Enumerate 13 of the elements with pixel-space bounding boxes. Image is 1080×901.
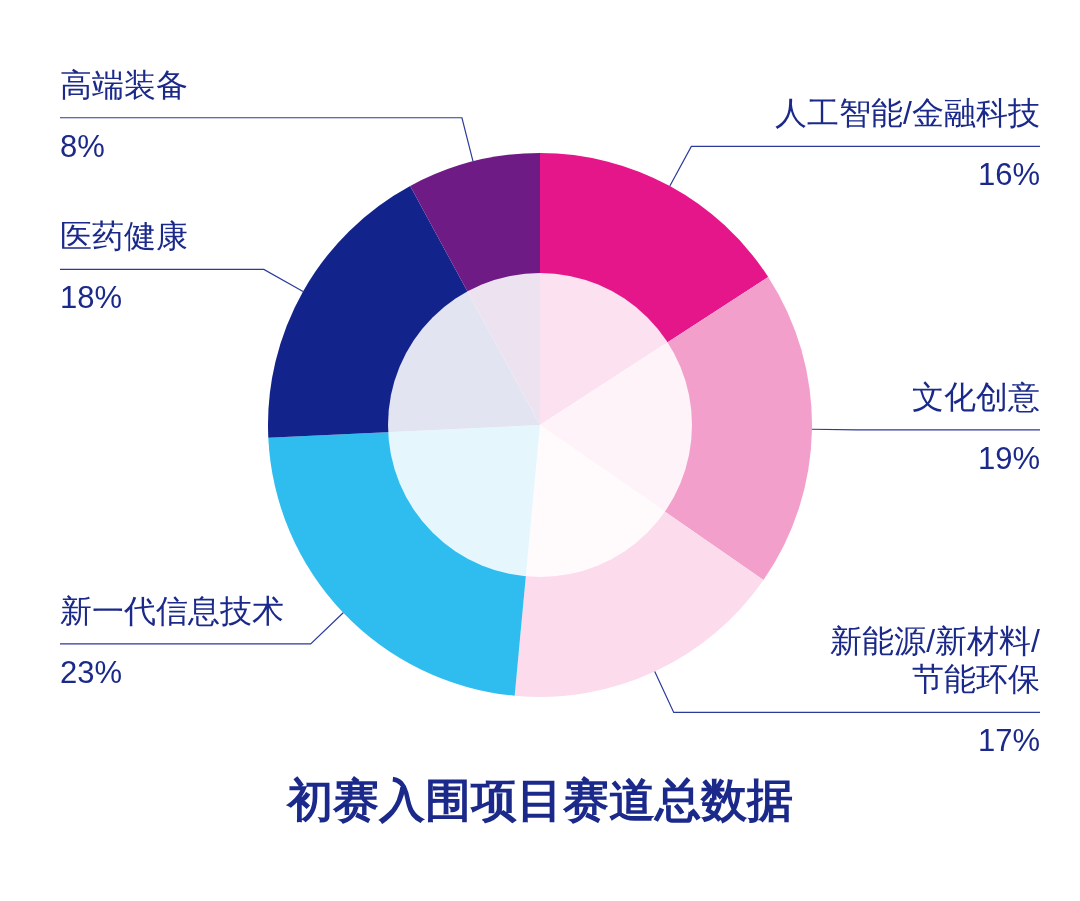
data-label: 23% xyxy=(60,654,123,690)
slice-label: 文化创意 xyxy=(912,378,1040,415)
slice-label: 高端装备 xyxy=(60,66,188,103)
slice-label: 医药健康 xyxy=(60,218,188,255)
data-label: 19% xyxy=(977,440,1040,476)
slice-label: 新一代信息技术 xyxy=(60,592,284,629)
text: 初赛入围项目赛道总数据 xyxy=(285,774,793,826)
data-label: 17% xyxy=(977,723,1040,759)
slice-label: 新能源/新材料/节能环保 xyxy=(830,623,1041,698)
data-label: 8% xyxy=(60,128,105,164)
data-label: 16% xyxy=(977,157,1040,193)
slice-label: 人工智能/金融科技 xyxy=(775,95,1040,132)
data-label: 18% xyxy=(60,280,123,316)
